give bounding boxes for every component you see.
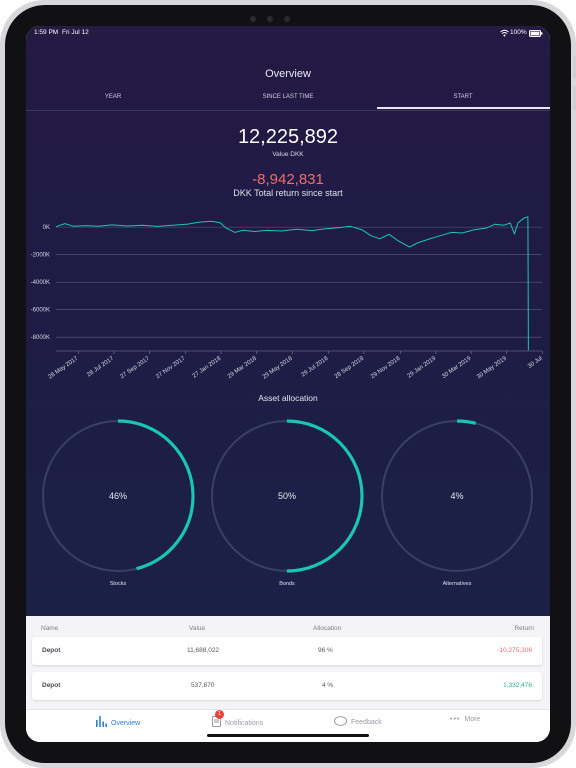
notification-badge: 1: [215, 710, 224, 719]
portfolio-value-label: Value DKK: [272, 151, 304, 158]
x-tick-label: 27 Jan 2018: [192, 355, 223, 379]
holding-row[interactable]: Depot 537,870 4 % 1,332,476: [32, 672, 542, 700]
app-screen: 1:59 PM Fri Jul 12 100% Overview YEAR SI…: [26, 26, 550, 742]
series-line: [55, 216, 529, 351]
allocation-donut[interactable]: 46%: [39, 417, 197, 580]
bottom-tab-bar: Overview Notifications 1 Feedback ••• Mor…: [26, 709, 550, 742]
holding-name: Depot: [42, 647, 61, 654]
y-tick-label: -4000K: [31, 280, 50, 286]
chat-bubble-icon: [334, 716, 347, 726]
x-tick-label: 29 Jul 2018: [301, 355, 330, 378]
portfolio-value: 12,225,892: [237, 126, 339, 148]
y-tick-label: 0K: [43, 225, 50, 231]
tab-feedback-label: Feedback: [351, 719, 382, 726]
holding-value: 537,870: [191, 682, 215, 689]
page-title: Overview: [265, 68, 311, 80]
side-button: [573, 55, 576, 79]
x-tick-label: 29 May 2018: [262, 355, 294, 380]
holding-return: 1,332,476: [503, 682, 532, 689]
donut-label: Alternatives: [442, 581, 472, 587]
x-tick-label: 30 Mar 2019: [441, 355, 473, 380]
tab-feedback[interactable]: Feedback: [334, 716, 382, 726]
status-time: 1:59 PM: [34, 29, 59, 36]
x-tick-label: 27 Sep 2017: [119, 355, 151, 380]
x-tick-label: 28 Sep 2018: [334, 355, 366, 380]
y-tick-label: -8000K: [31, 335, 50, 341]
allocation-donut[interactable]: 50%: [208, 417, 366, 580]
holding-return: -10,275,306: [497, 647, 532, 654]
header-value: Value: [189, 625, 206, 632]
x-tick-label: 28 Jul 2017: [86, 355, 115, 378]
donut-percent: 4%: [450, 491, 463, 501]
bar-chart-icon: [96, 716, 107, 727]
battery-icon: [529, 30, 543, 42]
wifi-icon: [500, 29, 509, 41]
holding-row[interactable]: Depot 11,688,022 96 % -10,275,306: [32, 637, 542, 665]
tab-overview[interactable]: Overview: [96, 716, 140, 727]
allocation-donut[interactable]: 4%: [378, 417, 536, 580]
holding-name: Depot: [42, 682, 61, 689]
asset-allocation-title: Asset allocation: [258, 393, 318, 403]
header-name: Name: [41, 625, 59, 632]
donut-percent: 46%: [109, 491, 127, 501]
donut-label: Stocks: [109, 581, 127, 587]
holding-value: 11,688,022: [187, 647, 220, 654]
x-tick-label: 29 Nov 2018: [370, 355, 402, 380]
total-return-label: DKK Total return since start: [233, 188, 343, 198]
overview-panel: 1:59 PM Fri Jul 12 100% Overview YEAR SI…: [26, 26, 550, 616]
donut-percent: 50%: [278, 491, 296, 501]
tab-more[interactable]: ••• More: [450, 716, 480, 723]
camera-icon: [284, 16, 290, 22]
battery-percent: 100%: [510, 29, 527, 36]
active-tab-indicator: [377, 107, 550, 109]
tab-more-label: More: [464, 716, 481, 723]
ellipsis-icon: •••: [450, 716, 461, 723]
holding-allocation: 4 %: [322, 682, 334, 689]
tab-notifications[interactable]: Notifications 1: [212, 710, 264, 727]
tab-overview-label: Overview: [111, 720, 141, 727]
x-tick-label: 30 May 2019: [476, 355, 508, 380]
donut-arc: [41, 419, 195, 573]
tab-notifications-label: Notifications: [225, 720, 264, 727]
y-tick-label: -2000K: [31, 253, 50, 259]
x-tick-label: 27 Nov 2017: [155, 355, 187, 380]
status-date: Fri Jul 12: [62, 29, 89, 36]
header-allocation: Allocation: [313, 625, 342, 632]
holding-allocation: 96 %: [318, 647, 333, 654]
camera-icon: [250, 16, 256, 22]
tab-year[interactable]: YEAR: [104, 94, 122, 100]
period-tabs: YEAR SINCE LAST TIME START: [26, 90, 550, 111]
donut-label: Bonds: [279, 581, 295, 587]
total-return: -8,942,831: [252, 171, 324, 188]
camera-icon: [267, 16, 273, 22]
tab-start[interactable]: START: [453, 94, 473, 100]
y-tick-label: -6000K: [31, 308, 50, 314]
donut-arc: [210, 419, 364, 573]
return-line-chart[interactable]: 0K -2000K -4000K -6000K -8000K 28 May 2017 28 …: [26, 211, 550, 386]
side-button: [573, 86, 576, 110]
x-tick-label: 30 Jul: [527, 356, 544, 370]
x-tick-label: 29 Mar 2018: [227, 355, 259, 380]
header-return: Return: [514, 625, 534, 632]
donut-arc: [380, 419, 534, 573]
x-tick-label: 29 Jan 2019: [407, 355, 438, 379]
tab-since-last-time[interactable]: SINCE LAST TIME: [262, 94, 314, 100]
x-tick-label: 28 May 2017: [48, 355, 80, 380]
home-indicator: [207, 734, 369, 737]
